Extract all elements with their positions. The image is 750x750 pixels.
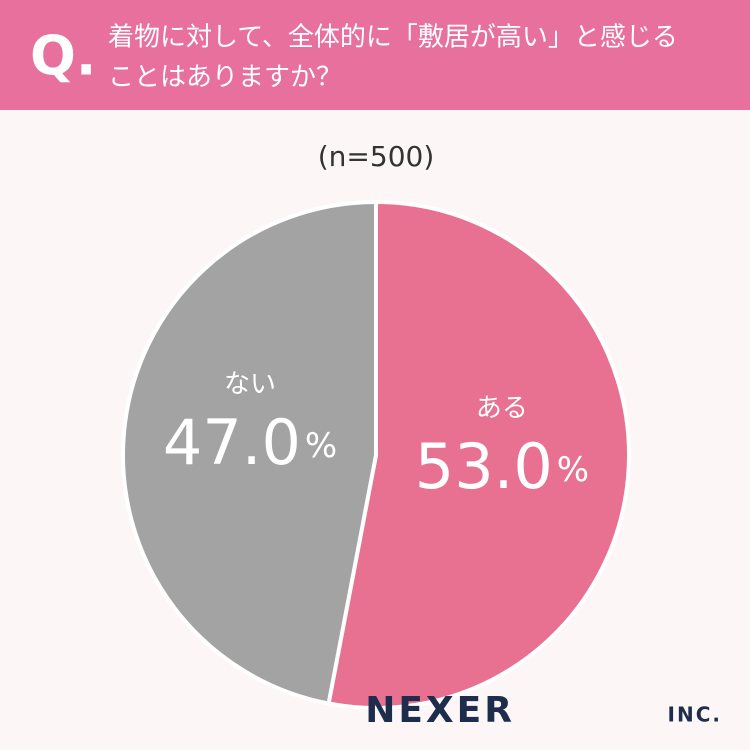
header-band	[0, 0, 750, 110]
slice-value-label: 47.0%	[163, 406, 337, 479]
logo-suffix: INC.	[668, 703, 722, 727]
pie	[121, 199, 631, 710]
q-label: Q.	[30, 25, 96, 88]
slice-value-label: 53.0%	[415, 430, 589, 503]
logo-name: NEXER	[365, 690, 515, 731]
title-line: 着物に対して、全体的に「敷居が高い」と感じる	[108, 23, 678, 53]
title-line: ことはありますか？	[108, 63, 342, 93]
subtitle: (n=500)	[318, 140, 435, 173]
slice-category: ある	[476, 393, 528, 423]
slice-category: ない	[224, 370, 276, 400]
pie-slice	[326, 199, 631, 710]
pie-slice	[121, 199, 378, 706]
